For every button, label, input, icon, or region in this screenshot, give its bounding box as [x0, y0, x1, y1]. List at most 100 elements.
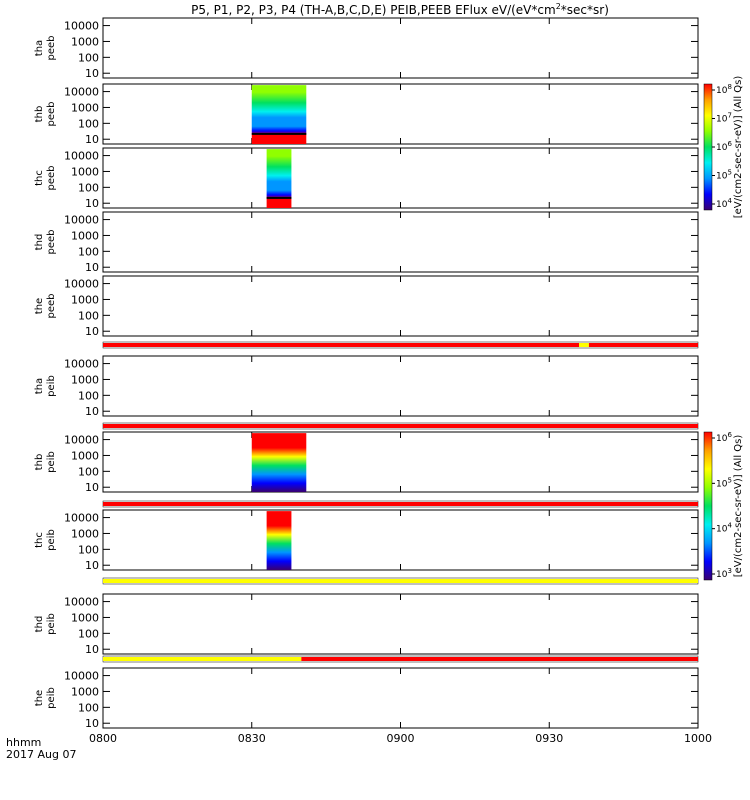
spectrogram-block [266, 511, 292, 570]
panel-instrument-label: peeb [46, 102, 57, 127]
y-tick-label: 100 [78, 245, 99, 258]
y-tick-label: 100 [78, 543, 99, 556]
panel-instrument-label: peib [46, 375, 57, 397]
status-bar [102, 655, 699, 663]
panel-instrument-label: peib [46, 529, 57, 551]
panel-instrument-label: peeb [46, 36, 57, 61]
status-bar [102, 500, 699, 508]
status-segment [103, 343, 579, 347]
y-tick-label: 10000 [64, 596, 99, 609]
spacecraft-potential-line [251, 132, 307, 135]
y-tick-label: 100 [78, 309, 99, 322]
y-tick-label: 10 [85, 133, 99, 146]
y-tick-label: 1000 [71, 611, 99, 624]
panel-frame [102, 83, 699, 145]
status-bar [102, 577, 699, 585]
panel-frame [102, 275, 699, 337]
panel-probe-label: the [34, 298, 45, 314]
panel-instrument-label: peeb [46, 294, 57, 319]
x-tick-label: 1000 [684, 732, 712, 745]
y-tick-label: 1000 [71, 229, 99, 242]
y-tick-label: 10000 [64, 358, 99, 371]
y-tick-label: 10 [85, 559, 99, 572]
y-tick-label: 10 [85, 405, 99, 418]
colorbar-tick-label: 104 [716, 522, 732, 535]
panel-frame [102, 147, 699, 209]
y-tick-label: 1000 [71, 35, 99, 48]
panel-frame [102, 355, 699, 417]
panel-frame [102, 667, 699, 729]
panel-instrument-label: peeb [46, 230, 57, 255]
status-segment [579, 343, 589, 347]
y-tick-label: 1000 [71, 165, 99, 178]
x-tick-label: 0930 [535, 732, 563, 745]
y-tick-label: 10 [85, 67, 99, 80]
panel-probe-label: thc [34, 170, 45, 186]
x-tick-label: 0900 [387, 732, 415, 745]
time-axis: hhmm 2017 Aug 07 0800 0830 0900 0930 1000 [6, 732, 712, 761]
y-tick-label: 100 [78, 701, 99, 714]
colorbar-gradient [703, 431, 713, 581]
status-segment [103, 657, 302, 661]
panel-instrument-label: peib [46, 613, 57, 635]
colorbar-tick-label: 106 [716, 431, 732, 444]
panel-probe-label: thd [34, 616, 45, 633]
spacecraft-potential-line [266, 196, 292, 199]
colorbar-label: [eV/(cm2-sec-sr-eV)] (All Qs) [733, 76, 744, 219]
y-tick-label: 10 [85, 261, 99, 274]
status-segment [103, 502, 698, 506]
status-segment [103, 424, 698, 428]
panel-probe-label: thd [34, 234, 45, 251]
y-tick-label: 10 [85, 197, 99, 210]
colorbar: 106 105 104 103 [eV/(cm2-sec-sr-eV)] (All Qs… [703, 431, 744, 581]
spectrogram-block [266, 149, 292, 208]
status-bar [102, 422, 699, 430]
panel-instrument-label: peib [46, 451, 57, 473]
panel-tha-peib: tha peib 10000 1000 100 10 [34, 355, 699, 418]
y-tick-label: 1000 [71, 527, 99, 540]
y-tick-label: 10000 [64, 20, 99, 33]
x-tick-label: 0830 [238, 732, 266, 745]
x-tick-label: 0800 [89, 732, 117, 745]
panel-instrument-label: peeb [46, 166, 57, 191]
y-tick-label: 1000 [71, 101, 99, 114]
colorbar: 108 107 106 105 104 [eV/(cm2-sec-sr-eV)] (All… [703, 76, 744, 219]
panel-the-peib: the peib 10000 1000 100 10 [34, 667, 699, 730]
panel-probe-label: the [34, 690, 45, 706]
panel-frame [102, 17, 699, 79]
y-tick-label: 1000 [71, 373, 99, 386]
status-segment [588, 343, 698, 347]
y-tick-label: 10000 [64, 214, 99, 227]
panel-frame [102, 211, 699, 273]
chart-title: P5, P1, P2, P3, P4 (TH-A,B,C,D,E) PEIB,P… [191, 2, 609, 17]
y-tick-label: 100 [78, 465, 99, 478]
colorbar-tick-label: 105 [716, 169, 732, 182]
y-tick-label: 100 [78, 117, 99, 130]
panel-probe-label: thb [34, 106, 45, 123]
y-tick-label: 1000 [71, 449, 99, 462]
panel-probe-label: tha [34, 40, 45, 56]
y-tick-label: 10 [85, 717, 99, 730]
panel-thd-peib: thd peib 10000 1000 100 10 [34, 593, 699, 656]
y-tick-label: 10 [85, 643, 99, 656]
y-tick-label: 10000 [64, 86, 99, 99]
panel-thd-peeb: thd peeb 10000 1000 100 10 [34, 211, 699, 274]
y-tick-label: 10000 [64, 150, 99, 163]
panel-instrument-label: peib [46, 687, 57, 709]
y-tick-label: 100 [78, 181, 99, 194]
panel-probe-label: thb [34, 454, 45, 471]
colorbar-tick-label: 103 [716, 567, 732, 580]
panel-tha-peeb: tha peeb 10000 1000 100 10 [34, 17, 699, 80]
colorbar-tick-label: 107 [716, 112, 732, 125]
status-bar [102, 341, 699, 349]
y-tick-label: 100 [78, 51, 99, 64]
colorbar-tick-label: 106 [716, 140, 732, 153]
panel-frame [102, 593, 699, 655]
x-axis-label-line1: hhmm [6, 736, 41, 749]
panel-thb-peib: thb peib 10000 1000 100 10 [34, 431, 699, 494]
y-tick-label: 10 [85, 325, 99, 338]
panel-probe-label: tha [34, 378, 45, 394]
